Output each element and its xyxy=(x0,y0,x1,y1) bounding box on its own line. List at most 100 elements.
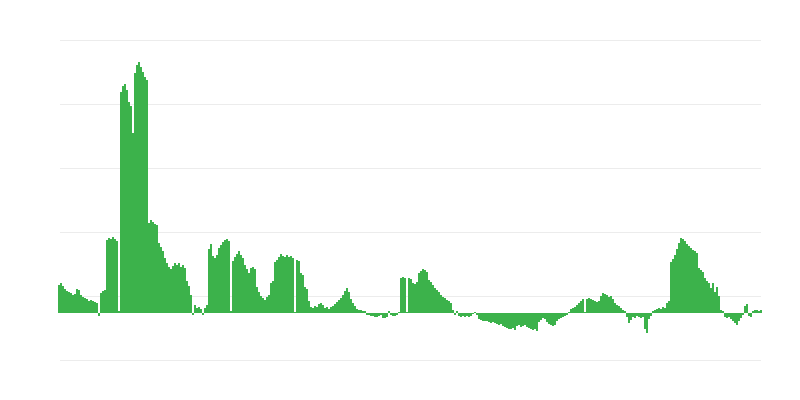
bar xyxy=(100,293,102,313)
bar xyxy=(288,257,290,313)
bar xyxy=(664,308,666,313)
bar xyxy=(198,307,200,313)
bar xyxy=(290,256,292,313)
bar xyxy=(70,293,72,313)
bar xyxy=(752,311,754,313)
bar xyxy=(66,291,68,313)
bar xyxy=(350,299,352,313)
bar xyxy=(544,313,546,319)
bar xyxy=(348,292,350,313)
bar xyxy=(528,313,530,328)
bar xyxy=(308,301,310,313)
bar xyxy=(512,313,514,328)
bar xyxy=(84,298,86,313)
bar xyxy=(110,239,112,313)
bar xyxy=(490,313,492,323)
bar xyxy=(340,298,342,313)
bar xyxy=(362,311,364,313)
bar xyxy=(130,106,132,313)
bar xyxy=(612,299,614,313)
bar xyxy=(270,283,272,313)
bar xyxy=(286,255,288,313)
bar xyxy=(230,311,232,313)
bar xyxy=(318,304,320,313)
bar xyxy=(730,313,732,319)
bar xyxy=(252,267,254,313)
bar xyxy=(426,272,428,313)
bar xyxy=(242,258,244,313)
bar xyxy=(414,284,416,313)
bar xyxy=(492,313,494,322)
bar xyxy=(268,295,270,313)
bar xyxy=(550,313,552,325)
bar xyxy=(108,238,110,313)
bar xyxy=(80,295,82,313)
bar xyxy=(558,313,560,319)
bar xyxy=(624,311,626,313)
bar xyxy=(228,241,230,313)
bar xyxy=(480,313,482,320)
bar xyxy=(632,313,634,317)
bar xyxy=(560,313,562,318)
bar xyxy=(306,289,308,313)
bar xyxy=(116,241,118,313)
bar xyxy=(262,298,264,313)
bar xyxy=(344,291,346,313)
bar xyxy=(472,313,474,314)
bar xyxy=(538,313,540,322)
bar xyxy=(420,271,422,313)
bar xyxy=(630,313,632,320)
bar xyxy=(410,279,412,313)
bar xyxy=(396,313,398,315)
bar xyxy=(744,306,746,313)
bar xyxy=(364,311,366,313)
bar xyxy=(448,301,450,313)
bar xyxy=(356,309,358,313)
bar xyxy=(150,220,152,313)
bar xyxy=(548,313,550,324)
bar xyxy=(504,313,506,327)
bar xyxy=(302,275,304,313)
bar xyxy=(654,310,656,313)
bar xyxy=(626,313,628,317)
bar xyxy=(508,313,510,329)
bar xyxy=(458,313,460,316)
bar xyxy=(264,300,266,313)
bar xyxy=(346,288,348,313)
bar xyxy=(194,305,196,313)
bar xyxy=(556,313,558,321)
bar xyxy=(666,303,668,313)
bar xyxy=(392,313,394,316)
bar xyxy=(322,305,324,313)
bar xyxy=(636,313,638,316)
bar xyxy=(168,267,170,313)
bar xyxy=(564,313,566,316)
bar xyxy=(576,305,578,313)
bar xyxy=(126,90,128,313)
bar xyxy=(326,307,328,313)
bar xyxy=(526,313,528,327)
bar xyxy=(412,283,414,313)
bar xyxy=(352,303,354,313)
bar xyxy=(174,263,176,313)
bar xyxy=(74,294,76,313)
bar xyxy=(434,288,436,313)
bar xyxy=(178,263,180,313)
bar xyxy=(260,296,262,313)
bar xyxy=(86,299,88,313)
bar xyxy=(296,260,298,313)
bar xyxy=(456,311,458,313)
bar xyxy=(648,313,650,319)
bar xyxy=(634,313,636,318)
bar xyxy=(704,278,706,313)
bar xyxy=(222,242,224,313)
bar xyxy=(160,247,162,313)
bar xyxy=(602,293,604,313)
bar xyxy=(758,311,760,313)
bar xyxy=(522,313,524,326)
bar xyxy=(656,309,658,313)
bar xyxy=(338,300,340,313)
bar xyxy=(402,277,404,313)
bar xyxy=(372,313,374,316)
